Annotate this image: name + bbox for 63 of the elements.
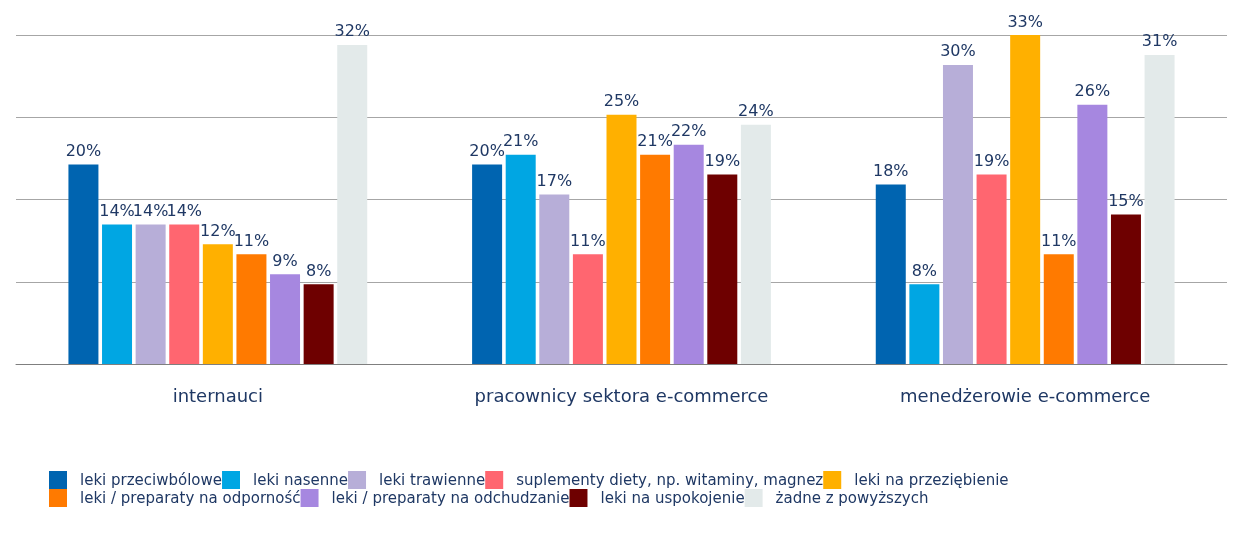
data-label: 18% bbox=[872, 161, 909, 181]
data-label: 9% bbox=[272, 250, 298, 270]
data-label: 11% bbox=[1040, 230, 1077, 250]
bar bbox=[909, 284, 940, 364]
data-label: 15% bbox=[1108, 190, 1144, 210]
bar bbox=[606, 114, 637, 364]
legend-label: suplementy diety, np. witaminy, magnez bbox=[516, 471, 824, 489]
bar bbox=[572, 254, 603, 364]
bar bbox=[976, 174, 1007, 364]
data-label: 12% bbox=[200, 220, 236, 240]
x-tick-label: pracownicy sektora e-commerce bbox=[474, 384, 769, 406]
data-label: 22% bbox=[670, 121, 707, 141]
data-label: 17% bbox=[536, 171, 573, 191]
bar bbox=[1010, 35, 1041, 364]
bar bbox=[640, 154, 671, 364]
data-label: 8% bbox=[911, 260, 938, 280]
data-label: 26% bbox=[1074, 81, 1111, 101]
bar bbox=[337, 44, 368, 364]
bar bbox=[707, 174, 738, 364]
legend-label: leki trawienne bbox=[379, 471, 486, 489]
data-label: 25% bbox=[603, 91, 640, 111]
data-label: 30% bbox=[940, 41, 976, 61]
data-label: 21% bbox=[637, 131, 673, 151]
bar bbox=[472, 164, 503, 364]
data-label: 8% bbox=[305, 260, 332, 280]
data-label: 21% bbox=[502, 131, 539, 151]
data-label: 24% bbox=[738, 101, 774, 121]
data-label: 19% bbox=[973, 151, 1010, 171]
data-label: 19% bbox=[704, 151, 741, 171]
bar bbox=[942, 64, 973, 364]
data-label: 20% bbox=[469, 141, 505, 161]
bar bbox=[1144, 54, 1175, 364]
legend-label: leki / preparaty na odporność bbox=[80, 489, 301, 507]
bar bbox=[505, 154, 536, 364]
data-label: 11% bbox=[570, 230, 606, 250]
legend-label: leki nasenne bbox=[253, 471, 349, 489]
legend-label: leki na uspokojenie bbox=[600, 489, 745, 507]
bar bbox=[740, 124, 771, 364]
bar bbox=[1043, 254, 1074, 364]
bar bbox=[1110, 214, 1141, 364]
bar bbox=[1077, 104, 1108, 364]
x-tick-label: internauci bbox=[172, 384, 264, 406]
legend-label: leki na przeziębienie bbox=[854, 471, 1009, 489]
bar bbox=[303, 284, 334, 364]
bar bbox=[68, 164, 99, 364]
x-tick-label: menedżerowie e-commerce bbox=[900, 384, 1151, 406]
bar bbox=[202, 244, 233, 364]
legend-label: żadne z powyższych bbox=[775, 489, 929, 507]
legend-label: leki / preparaty na odchudzanie bbox=[331, 489, 570, 507]
legend-label: leki przeciwbólowe bbox=[80, 471, 223, 489]
data-label: 32% bbox=[334, 21, 371, 41]
data-label: 33% bbox=[1007, 11, 1043, 31]
data-label: 20% bbox=[65, 141, 102, 161]
bar bbox=[270, 274, 301, 364]
bar bbox=[236, 254, 267, 364]
bar bbox=[102, 224, 133, 364]
bar bbox=[539, 194, 570, 364]
bar bbox=[875, 184, 906, 364]
bar bbox=[673, 144, 704, 364]
data-label: 31% bbox=[1141, 31, 1178, 51]
bar bbox=[169, 224, 200, 364]
bar bbox=[135, 224, 166, 364]
data-label: 14% bbox=[99, 200, 135, 220]
